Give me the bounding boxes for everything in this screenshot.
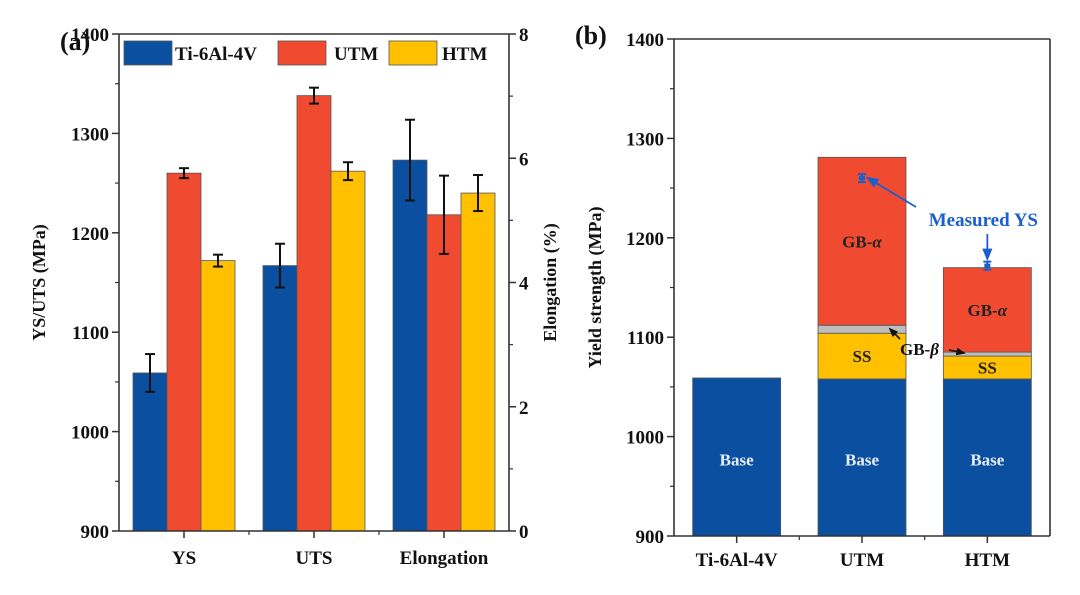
arrow-icon	[888, 327, 901, 340]
panel-a: (a) YS UTS Elongation 900 1000 1100 1200 1300 140…	[29, 25, 561, 569]
y-axis-title-right: Elongation (%)	[540, 223, 561, 342]
stack-gb-htm	[942, 351, 1032, 357]
y-tick-label: 1300	[71, 124, 109, 145]
panel-label-a: (a)	[60, 27, 90, 56]
bar-utm-uts	[296, 95, 332, 532]
legend-label: Ti-6Al-4V	[175, 44, 257, 65]
y-right-tick-label: 8	[519, 25, 529, 46]
y-tick-label: 1000	[626, 428, 664, 449]
x-tick-label: Elongation	[400, 548, 489, 569]
y-tick-label: 900	[636, 527, 665, 548]
y-tick-label: 1200	[71, 224, 109, 245]
x-tick-label: HTM	[965, 550, 1010, 571]
legend-label: UTM	[334, 44, 378, 65]
error-bar	[405, 118, 415, 202]
segment-label-base: Base	[970, 451, 1004, 470]
error-bar	[309, 86, 319, 105]
y-axis-title: Yield strength (MPa)	[585, 207, 606, 369]
panel-label-b: (b)	[575, 21, 607, 50]
measured-ys-label: Measured YS	[929, 210, 1038, 231]
measured-ys-point-htm	[983, 260, 992, 271]
error-bar	[343, 161, 353, 182]
legend-label: HTM	[442, 44, 487, 65]
y-tick-label: 1000	[71, 423, 109, 444]
stack-gb-utm	[817, 156, 907, 326]
error-bar	[473, 174, 483, 213]
x-tick-label: UTS	[296, 548, 333, 569]
segment-label-ss: SS	[978, 359, 997, 378]
y-tick-label: 1100	[72, 323, 109, 344]
measured-ys-point-utm	[858, 173, 866, 184]
legend-swatch	[388, 40, 438, 66]
error-bar	[439, 174, 449, 255]
y-tick-label: 1400	[626, 30, 664, 51]
bar-utm-ys	[166, 172, 202, 532]
y-tick-label: 1100	[627, 328, 664, 349]
bar-htm-elongation	[460, 192, 496, 532]
segment-label-base: Base	[845, 451, 879, 470]
gb-beta-annotation: GB-β	[888, 327, 966, 359]
bar-ti-6al-4v-ys	[132, 372, 168, 532]
legend-item-htm: HTM	[388, 40, 487, 66]
error-bar	[213, 253, 223, 268]
arrow-icon	[865, 176, 917, 208]
legend-swatch	[277, 40, 327, 66]
measured-ys-annotation: Measured YS	[865, 176, 1038, 262]
legend-item-utm: UTM	[277, 40, 378, 66]
stack-base-ti-6al-4v	[692, 377, 782, 537]
bar-ti-6al-4v-elongation	[392, 159, 428, 532]
legend-item-ti-6al-4v: Ti-6Al-4V	[123, 40, 257, 66]
stack-gb-htm	[942, 267, 1032, 353]
error-bar	[179, 167, 189, 180]
legend-swatch	[123, 40, 173, 66]
segment-label-base: Base	[720, 451, 754, 470]
y-right-tick-label: 2	[519, 398, 529, 419]
segment-label-ss: SS	[853, 347, 872, 366]
gb-beta-label: GB-β	[900, 340, 939, 359]
y-tick-label: 1400	[71, 25, 109, 46]
y-tick-label: 900	[81, 522, 110, 543]
bar-htm-uts	[330, 170, 366, 532]
x-tick-label: Ti-6Al-4V	[696, 550, 778, 571]
segment-label-gb-alpha: GB-α	[968, 301, 1008, 320]
bar-ti-6al-4v-uts	[262, 265, 298, 532]
error-bar	[145, 353, 155, 393]
y-right-tick-label: 0	[519, 522, 529, 543]
stack-base-utm	[817, 378, 907, 537]
bar-htm-ys	[200, 260, 236, 532]
arrow-icon	[948, 347, 966, 356]
x-tick-label: UTM	[840, 550, 884, 571]
bar-utm-elongation	[426, 214, 462, 532]
y-right-tick-label: 4	[519, 274, 529, 295]
y-tick-label: 1200	[626, 229, 664, 250]
segment-label-gb-alpha: GB-α	[842, 232, 882, 251]
legend: Ti-6Al-4V UTM HTM	[123, 40, 487, 66]
measured-ys-markers	[858, 173, 992, 271]
y-right-tick-label: 6	[519, 149, 529, 170]
y-tick-label: 1300	[626, 129, 664, 150]
stack-base-htm	[942, 378, 1032, 537]
panel-b: (b) Base Ti-6Al-4V Base SS GB-α UTM Base SS GB-α H…	[575, 21, 1051, 571]
y-axis-title-left: YS/UTS (MPa)	[29, 224, 50, 341]
x-tick-label: YS	[172, 548, 196, 569]
stack-ss-utm	[817, 332, 907, 380]
error-bar	[275, 242, 285, 289]
